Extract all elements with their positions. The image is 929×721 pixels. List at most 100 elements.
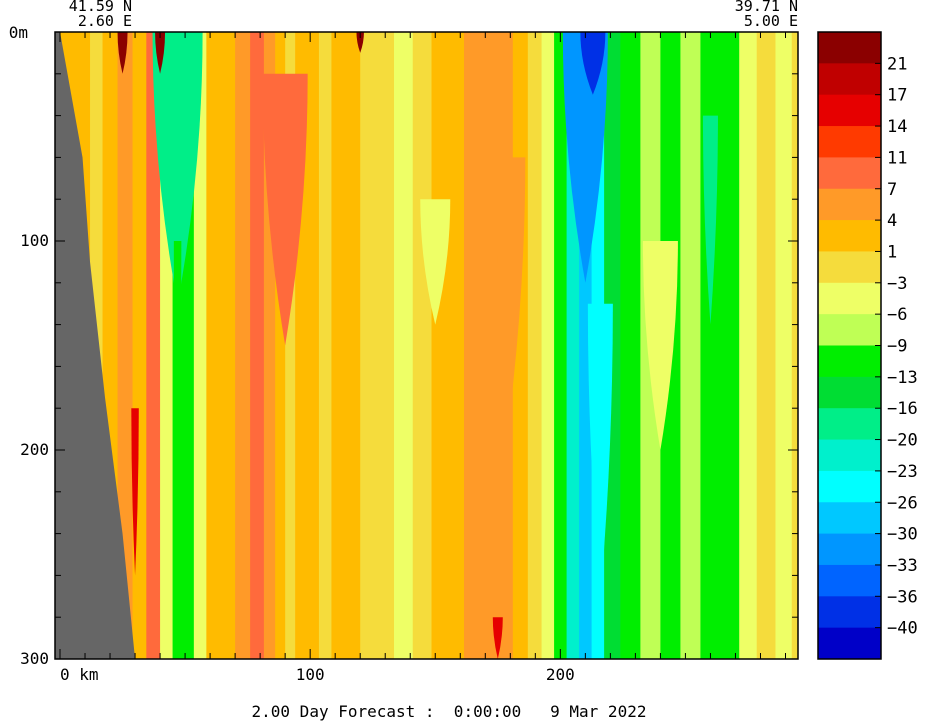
contour-band — [775, 32, 793, 659]
contour-feature — [495, 157, 526, 409]
colorbar-label: 11 — [887, 148, 907, 168]
end-lon-label: 5.00 E — [744, 12, 798, 30]
land-mask — [55, 32, 136, 659]
colorbar-swatch — [818, 251, 881, 284]
contour-band — [295, 32, 308, 659]
colorbar-label: 7 — [887, 180, 897, 200]
colorbar-label: −20 — [887, 431, 918, 451]
contour-band — [481, 32, 499, 659]
contour-band — [331, 32, 346, 659]
contour-band — [146, 32, 161, 659]
contour-band — [206, 32, 221, 659]
colorbar-label: −30 — [887, 525, 918, 545]
plot-area — [55, 32, 798, 659]
colorbar-swatch — [818, 502, 881, 535]
contour-band — [412, 32, 433, 659]
colorbar-swatch — [818, 63, 881, 96]
end-lat-label: 39.71 N — [735, 0, 798, 15]
contour-feature — [155, 32, 166, 74]
colorbar-label: −33 — [887, 556, 918, 576]
contour-band — [345, 32, 361, 659]
contour-band — [182, 32, 195, 659]
colorbar-label: 1 — [887, 242, 897, 262]
colorbar-swatch — [818, 126, 881, 158]
colorbar-label: 21 — [887, 54, 907, 74]
colorbar-label: −3 — [887, 274, 907, 294]
colorbar-label: −9 — [887, 337, 907, 357]
colorbar-swatch — [818, 157, 881, 190]
colorbar-swatch — [818, 627, 881, 660]
contour-band — [620, 32, 641, 659]
contour-band — [220, 32, 236, 659]
contour-feature — [262, 73, 308, 346]
contour-feature — [562, 32, 608, 283]
colorbar-swatch — [818, 439, 881, 472]
contour-feature — [580, 32, 606, 95]
x-tick-label: 0 km — [60, 665, 99, 684]
contour-band — [447, 32, 465, 659]
contour-feature — [702, 115, 718, 325]
colorbar-swatch — [818, 470, 881, 503]
contour-feature — [117, 32, 128, 74]
contour-band — [680, 32, 702, 659]
colorbar-label: −13 — [887, 368, 918, 388]
colorbar: 21 17 14 11 7 4 1 −3 −6 −9 −13 −16 −20 −23 −26 −30 −33 −3… — [817, 31, 918, 660]
colorbar-swatch — [818, 188, 881, 221]
contour-band — [554, 32, 568, 659]
colorbar-label: −6 — [887, 305, 907, 325]
contour-band — [431, 32, 449, 659]
plot-frame — [54, 31, 799, 660]
contour-band — [393, 32, 414, 659]
contour-band — [791, 32, 798, 659]
contour-band — [117, 32, 134, 659]
colorbar-swatch — [818, 376, 881, 409]
contour-band — [193, 32, 207, 659]
contour-feature — [131, 408, 139, 576]
contour-band — [756, 32, 777, 659]
y-tick-label: 200 — [20, 440, 49, 459]
contour-band — [464, 32, 483, 659]
contour-band — [376, 32, 395, 659]
colorbar-swatch — [818, 94, 881, 127]
contour-band — [739, 32, 758, 659]
contour-band — [235, 32, 251, 659]
start-lon-label: 2.60 E — [78, 12, 132, 30]
contour-feature — [173, 241, 182, 555]
colorbar-label: −40 — [887, 619, 918, 639]
colorbar-swatch — [818, 220, 881, 252]
start-lat-label: 41.59 N — [69, 0, 132, 15]
contour-band — [250, 32, 265, 659]
colorbar-swatch — [818, 596, 881, 629]
colorbar-label: −16 — [887, 399, 918, 419]
contour-band — [275, 32, 286, 659]
axes: 100 200 300 0 km 100 200 — [20, 31, 799, 684]
colorbar-swatch — [818, 345, 881, 378]
contour-band — [360, 32, 378, 659]
colorbar-label: 17 — [887, 86, 907, 106]
contour-feature — [492, 617, 503, 659]
colorbar-label: 14 — [887, 117, 907, 137]
colorbar-swatch — [818, 408, 881, 441]
contour-feature — [356, 32, 364, 53]
colorbar-swatch — [818, 32, 881, 64]
contour-band — [318, 32, 333, 659]
y-top-label: 0m — [9, 23, 28, 42]
contour-band — [527, 32, 543, 659]
contour-band — [285, 32, 296, 659]
colorbar-swatch — [818, 282, 881, 315]
contour-band — [306, 32, 320, 659]
contour-feature — [587, 303, 613, 597]
colorbar-label: −23 — [887, 462, 918, 482]
y-tick-label: 300 — [20, 649, 49, 668]
footer-label: 2.00 Day Forecast : 0:00:00 9 Mar 2022 — [252, 702, 647, 721]
contour-band — [720, 32, 740, 659]
colorbar-swatch — [818, 533, 881, 566]
colorbar-swatch — [818, 564, 881, 597]
colorbar-swatch — [818, 314, 881, 346]
x-tick-label: 100 — [296, 665, 325, 684]
x-tick-label: 200 — [546, 665, 575, 684]
colorbar-label: 4 — [887, 211, 897, 231]
contour-feature — [420, 199, 451, 325]
contour-feature — [642, 241, 678, 450]
